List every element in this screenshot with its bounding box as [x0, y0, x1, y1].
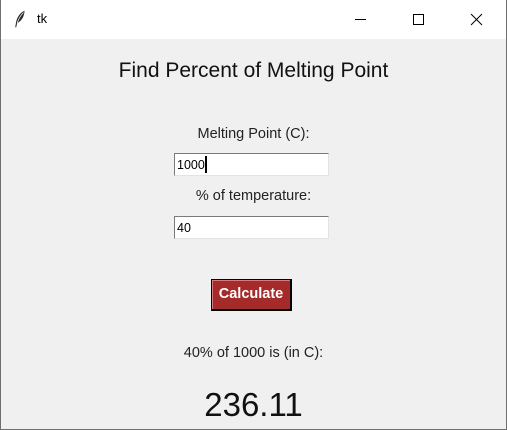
window-title: tk: [37, 11, 48, 26]
calculate-button[interactable]: Calculate: [211, 279, 292, 311]
result-label: 40% of 1000 is (in C):: [183, 345, 324, 361]
close-button[interactable]: [447, 0, 505, 39]
percent-input[interactable]: [174, 216, 329, 239]
minimize-button[interactable]: [331, 0, 389, 39]
result-value: 236.11: [204, 386, 303, 423]
melting-point-label: Melting Point (C):: [197, 126, 310, 142]
melting-point-input[interactable]: [174, 153, 329, 176]
feather-icon: [14, 10, 26, 28]
percent-label: % of temperature:: [195, 188, 312, 204]
title-bar: tk: [1, 0, 506, 39]
maximize-button[interactable]: [389, 0, 447, 39]
text-cursor: [205, 156, 207, 173]
page-title: Find Percent of Melting Point: [118, 59, 389, 82]
